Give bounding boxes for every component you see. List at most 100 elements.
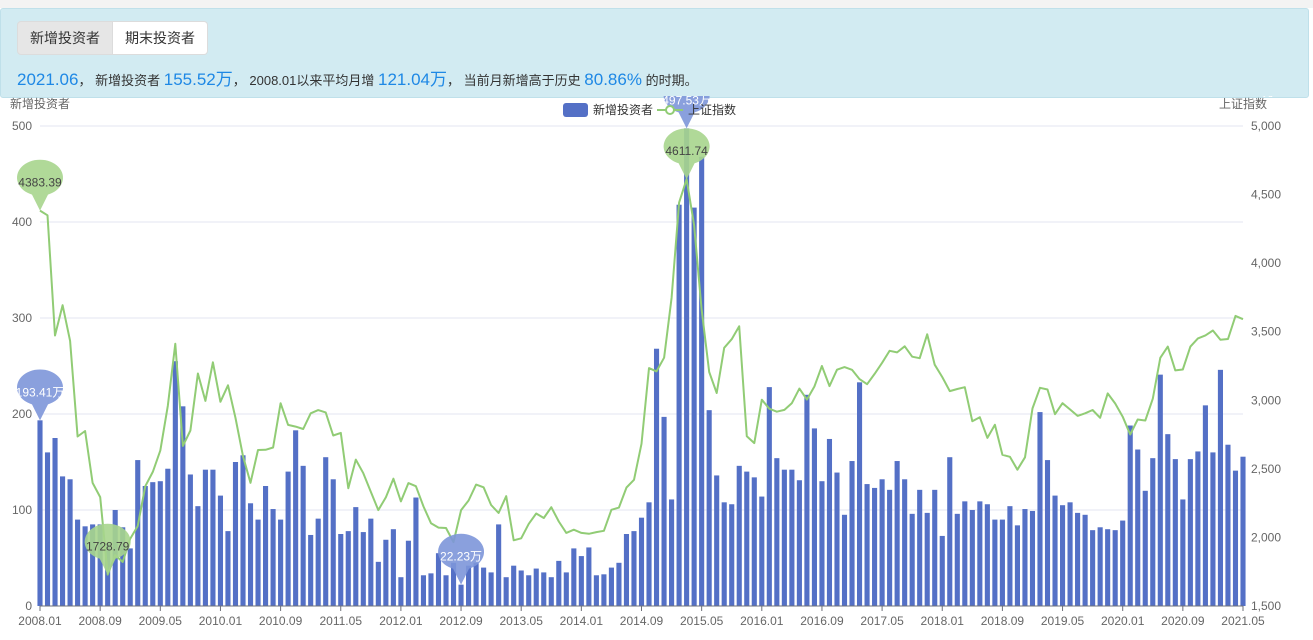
bar bbox=[225, 531, 231, 606]
bar bbox=[338, 534, 344, 606]
summary-text-4: 的时期。 bbox=[645, 73, 698, 88]
y2-tick-label: 3,500 bbox=[1251, 325, 1281, 339]
bar bbox=[488, 572, 494, 606]
y2-axis-title: 上证指数 bbox=[1219, 96, 1267, 111]
bar bbox=[578, 556, 584, 606]
bar bbox=[1059, 505, 1066, 606]
summary-new-investors: 155.52万 bbox=[163, 70, 233, 89]
x-tick-label: 2009.05 bbox=[139, 614, 183, 628]
bar bbox=[59, 476, 66, 606]
bar bbox=[240, 455, 246, 606]
y2-tick-label: 3,000 bbox=[1251, 393, 1281, 407]
legend-swatch-line-dot bbox=[665, 105, 675, 115]
bar bbox=[285, 471, 291, 606]
bar bbox=[481, 567, 487, 606]
y-tick-label: 0 bbox=[25, 599, 32, 613]
bar bbox=[714, 475, 720, 606]
bar bbox=[1090, 530, 1096, 606]
bar bbox=[541, 572, 547, 606]
bar bbox=[1007, 506, 1013, 606]
summary-text-2: 2008.01以来平均月增 bbox=[249, 73, 375, 88]
bar bbox=[368, 518, 374, 606]
marker-label: 497.53万 bbox=[662, 96, 711, 107]
bar bbox=[458, 584, 464, 606]
y2-tick-label: 4,500 bbox=[1251, 188, 1281, 202]
bar bbox=[826, 438, 833, 606]
line-marker-pin bbox=[663, 128, 710, 180]
bar bbox=[721, 502, 727, 606]
bar bbox=[1232, 470, 1239, 606]
bar bbox=[548, 577, 554, 606]
bar bbox=[1052, 495, 1058, 606]
y-tick-label: 500 bbox=[12, 119, 32, 133]
summary-sep: ， bbox=[447, 73, 461, 88]
bar bbox=[330, 479, 336, 606]
bar bbox=[601, 574, 607, 606]
bar-marker-pin bbox=[438, 533, 485, 585]
bar bbox=[1014, 525, 1020, 606]
bar bbox=[872, 487, 878, 606]
marker-label: 1728.79 bbox=[86, 540, 130, 554]
summary-sep: ， bbox=[232, 73, 246, 88]
bar bbox=[811, 428, 817, 606]
y-tick-label: 400 bbox=[12, 215, 32, 229]
bar bbox=[969, 510, 975, 606]
bar bbox=[661, 416, 667, 606]
chart-area: 新增投资者 上证指数 0 100 200 300 400 500 1,500 2,000 2,500… bbox=[0, 96, 1313, 640]
bar bbox=[819, 481, 825, 606]
bar bbox=[142, 486, 148, 606]
x-tick-label: 2016.01 bbox=[740, 614, 784, 628]
bar bbox=[293, 430, 299, 606]
summary-percent: 80.86% bbox=[584, 70, 642, 89]
line-marker-pin bbox=[17, 159, 64, 211]
summary-panel: 新增投资者 期末投资者 2021.06， 新增投资者 155.52万， 2008… bbox=[0, 8, 1309, 98]
bar bbox=[67, 479, 73, 606]
x-tick-label: 2008.09 bbox=[78, 614, 122, 628]
bar bbox=[1127, 425, 1133, 606]
bar bbox=[247, 503, 254, 606]
bar bbox=[999, 519, 1005, 606]
bar bbox=[1210, 452, 1216, 606]
bar bbox=[1142, 490, 1148, 606]
combo-chart: 新增投资者 上证指数 0 100 200 300 400 500 1,500 2,000 2,500… bbox=[10, 96, 1281, 628]
bar bbox=[623, 534, 630, 606]
bar bbox=[518, 570, 524, 606]
bar bbox=[97, 524, 103, 606]
y2-tick-label: 5,000 bbox=[1251, 119, 1281, 133]
x-tick-label: 2020.09 bbox=[1161, 614, 1205, 628]
x-tick-label: 2011.05 bbox=[320, 614, 363, 628]
bar bbox=[631, 531, 637, 606]
tab-new-investors[interactable]: 新增投资者 bbox=[17, 21, 113, 55]
x-tick-label: 2012.01 bbox=[379, 614, 423, 628]
bar bbox=[533, 568, 539, 606]
bar bbox=[977, 501, 983, 606]
x-tick-label: 2016.09 bbox=[800, 614, 844, 628]
bar bbox=[420, 575, 427, 606]
summary-text-1: 新增投资者 bbox=[95, 73, 161, 88]
y2-tick-label: 2,500 bbox=[1251, 462, 1281, 476]
top-strip bbox=[0, 0, 1313, 8]
bar bbox=[909, 513, 915, 606]
bar-marker-pin bbox=[663, 96, 710, 129]
bar bbox=[638, 517, 645, 606]
bar bbox=[180, 406, 186, 606]
bar bbox=[315, 518, 321, 606]
bar bbox=[52, 438, 58, 606]
bar bbox=[165, 468, 171, 606]
y-axis-title: 新增投资者 bbox=[10, 96, 70, 111]
bar bbox=[736, 465, 742, 606]
bar bbox=[1240, 456, 1246, 606]
bar bbox=[90, 524, 96, 606]
bar bbox=[894, 461, 900, 606]
bar bbox=[947, 457, 953, 606]
bar bbox=[435, 553, 442, 606]
bar bbox=[887, 489, 893, 606]
legend-label-bars: 新增投资者 bbox=[593, 102, 653, 117]
bar bbox=[939, 535, 945, 606]
bar bbox=[44, 452, 51, 606]
bar bbox=[398, 577, 404, 606]
tab-ending-investors[interactable]: 期末投资者 bbox=[113, 21, 208, 55]
bar bbox=[1172, 459, 1178, 606]
bar bbox=[120, 527, 126, 606]
bar bbox=[1097, 527, 1103, 606]
